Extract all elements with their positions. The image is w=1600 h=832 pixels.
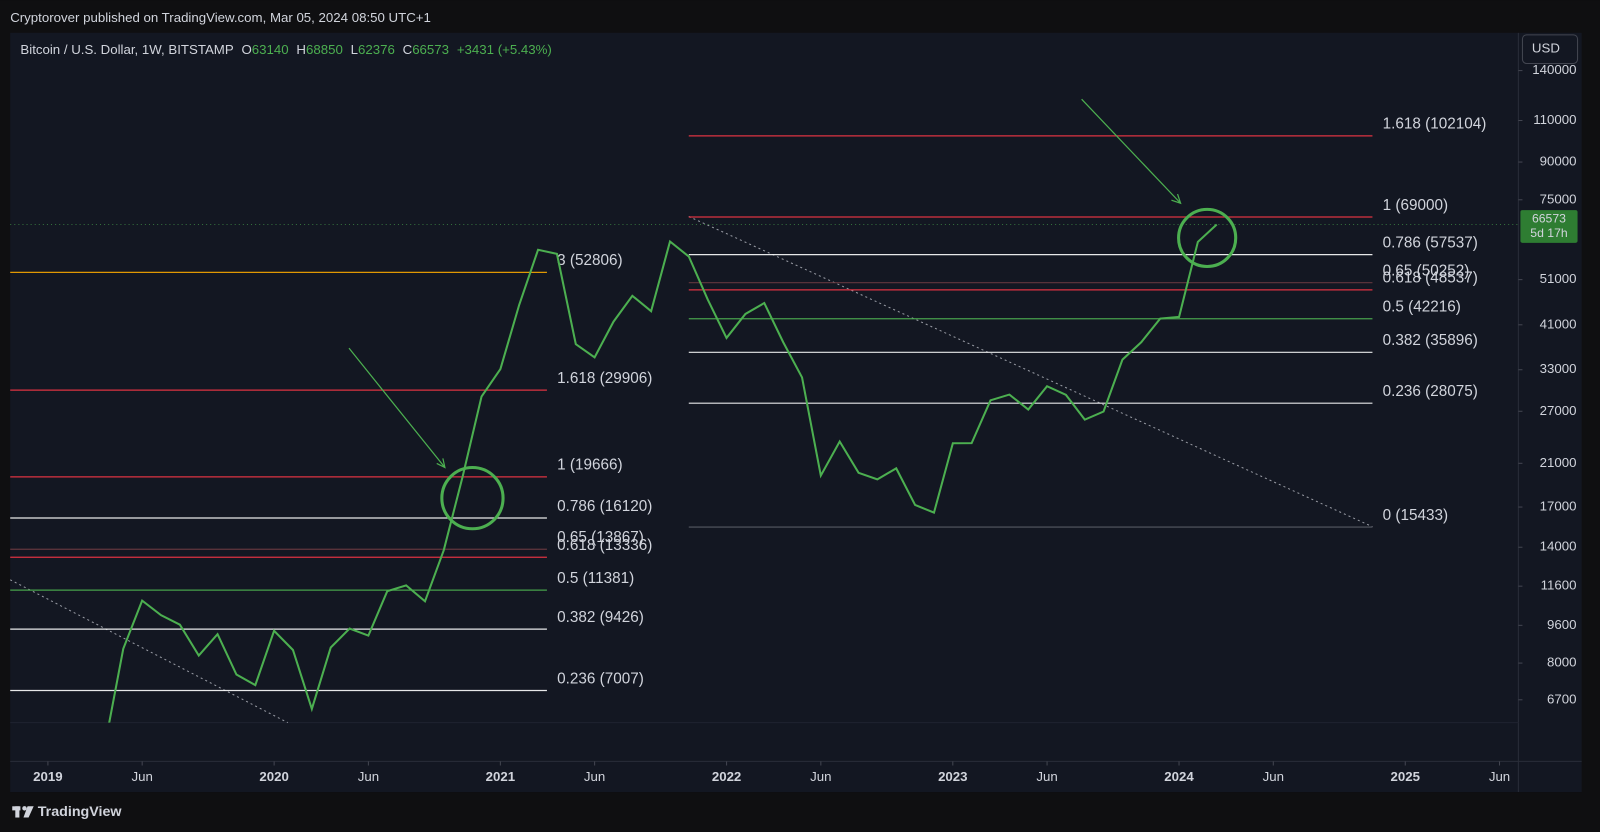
x-tick-label: 2019 bbox=[33, 769, 62, 784]
y-tick-label: 21000 bbox=[1540, 455, 1577, 470]
y-tick-label: 110000 bbox=[1533, 112, 1576, 127]
trend-line bbox=[9, 579, 288, 724]
fib-level-label: 0.786 (57537) bbox=[1383, 234, 1478, 251]
arrow bbox=[1081, 98, 1182, 205]
ohlc-label: L bbox=[351, 42, 358, 57]
fib-level-label: 0 (15433) bbox=[1383, 507, 1448, 524]
fib-level-label: 0.5 (11381) bbox=[557, 570, 634, 587]
fib-level-label: 0.236 (28075) bbox=[1383, 383, 1478, 400]
x-tick-label: 2020 bbox=[259, 769, 288, 784]
fib-level-label: 0.786 (16120) bbox=[557, 498, 652, 515]
x-tick-label: 2021 bbox=[486, 769, 515, 784]
x-tick-label: Jun bbox=[810, 769, 831, 784]
y-tick-label: 90000 bbox=[1540, 154, 1577, 169]
fib-level-label: 0.382 (9426) bbox=[557, 609, 644, 626]
y-tick-label: 140000 bbox=[1532, 62, 1576, 77]
last-price-label: 66573 bbox=[1532, 212, 1566, 226]
logo-part bbox=[23, 806, 34, 818]
ohlc-value: 66573 bbox=[412, 42, 449, 57]
x-tick-label: Jun bbox=[131, 769, 152, 784]
price-line bbox=[108, 223, 1218, 723]
y-tick-label: 17000 bbox=[1540, 499, 1577, 514]
logo-part bbox=[22, 806, 27, 811]
chart-area bbox=[10, 32, 1582, 793]
y-tick-label: 14000 bbox=[1540, 539, 1577, 554]
ohlc-label: O bbox=[241, 42, 251, 57]
x-tick-label: 2023 bbox=[938, 769, 967, 784]
fib-level-label: 0.5 (42216) bbox=[1383, 299, 1461, 316]
fib-level-label: 0.236 (7007) bbox=[557, 670, 644, 687]
symbol-header: Bitcoin / U.S. Dollar, 1W, BITSTAMP O631… bbox=[20, 42, 551, 57]
y-tick-label: 51000 bbox=[1540, 271, 1577, 286]
arrow bbox=[348, 347, 446, 469]
y-tick-label: 9600 bbox=[1547, 617, 1576, 632]
brand-logo bbox=[12, 806, 34, 818]
publisher: Cryptorover published on TradingView.com… bbox=[10, 10, 431, 25]
countdown-label: 5d 17h bbox=[1530, 226, 1568, 240]
currency-label: USD bbox=[1532, 41, 1560, 56]
x-tick-label: Jun bbox=[1263, 769, 1284, 784]
symbol-title: Bitcoin / U.S. Dollar, 1W, BITSTAMP bbox=[20, 42, 233, 57]
y-tick-label: 33000 bbox=[1540, 361, 1577, 376]
ohlc-label: C bbox=[403, 42, 413, 57]
fib-level-label: 1 (19666) bbox=[557, 457, 622, 474]
fib-level-label: 0.618 (13336) bbox=[557, 537, 652, 554]
ohlc-label: H bbox=[296, 42, 306, 57]
fib-level-label: 1.618 (102104) bbox=[1383, 116, 1487, 133]
x-tick-label: 2022 bbox=[712, 769, 741, 784]
fib-level-label: 1.618 (29906) bbox=[557, 370, 652, 387]
x-tick-label: 2025 bbox=[1391, 769, 1420, 784]
fib-level-label: 0.382 (35896) bbox=[1383, 332, 1478, 349]
y-tick-label: 27000 bbox=[1540, 403, 1577, 418]
highlight-circle bbox=[440, 466, 505, 531]
x-tick-label: Jun bbox=[358, 769, 379, 784]
last-price-badge bbox=[1520, 210, 1578, 243]
ohlc-value: 63140 bbox=[252, 42, 289, 57]
fib-level-label: 0.65 (13867) bbox=[557, 529, 644, 546]
highlight-circle bbox=[1177, 207, 1238, 269]
y-tick-label: 6700 bbox=[1547, 691, 1576, 706]
x-tick-label: Jun bbox=[1036, 769, 1057, 784]
y-tick-label: 8000 bbox=[1547, 655, 1576, 670]
y-tick-label: 11600 bbox=[1541, 578, 1577, 593]
y-tick-label: 41000 bbox=[1540, 316, 1577, 331]
fib-level-label: 3 (52806) bbox=[557, 252, 622, 269]
y-tick-label: 75000 bbox=[1540, 191, 1577, 206]
fib-level-label: 0.618 (48537) bbox=[1383, 270, 1478, 287]
change: +3431 (+5.43%) bbox=[457, 42, 552, 57]
ohlc-value: 68850 bbox=[306, 42, 343, 57]
brand: TradingView bbox=[38, 804, 123, 820]
currency-button[interactable] bbox=[1521, 34, 1579, 64]
ohlc-value: 62376 bbox=[358, 42, 395, 57]
x-tick-label: Jun bbox=[584, 769, 605, 784]
x-tick-label: 2024 bbox=[1164, 769, 1194, 784]
fib-level-label: 1 (69000) bbox=[1383, 197, 1448, 214]
x-tick-label: Jun bbox=[1489, 769, 1510, 784]
arrows bbox=[348, 98, 1182, 469]
logo-part bbox=[15, 806, 20, 818]
fib-level-label: 0.65 (50252) bbox=[1383, 263, 1470, 280]
